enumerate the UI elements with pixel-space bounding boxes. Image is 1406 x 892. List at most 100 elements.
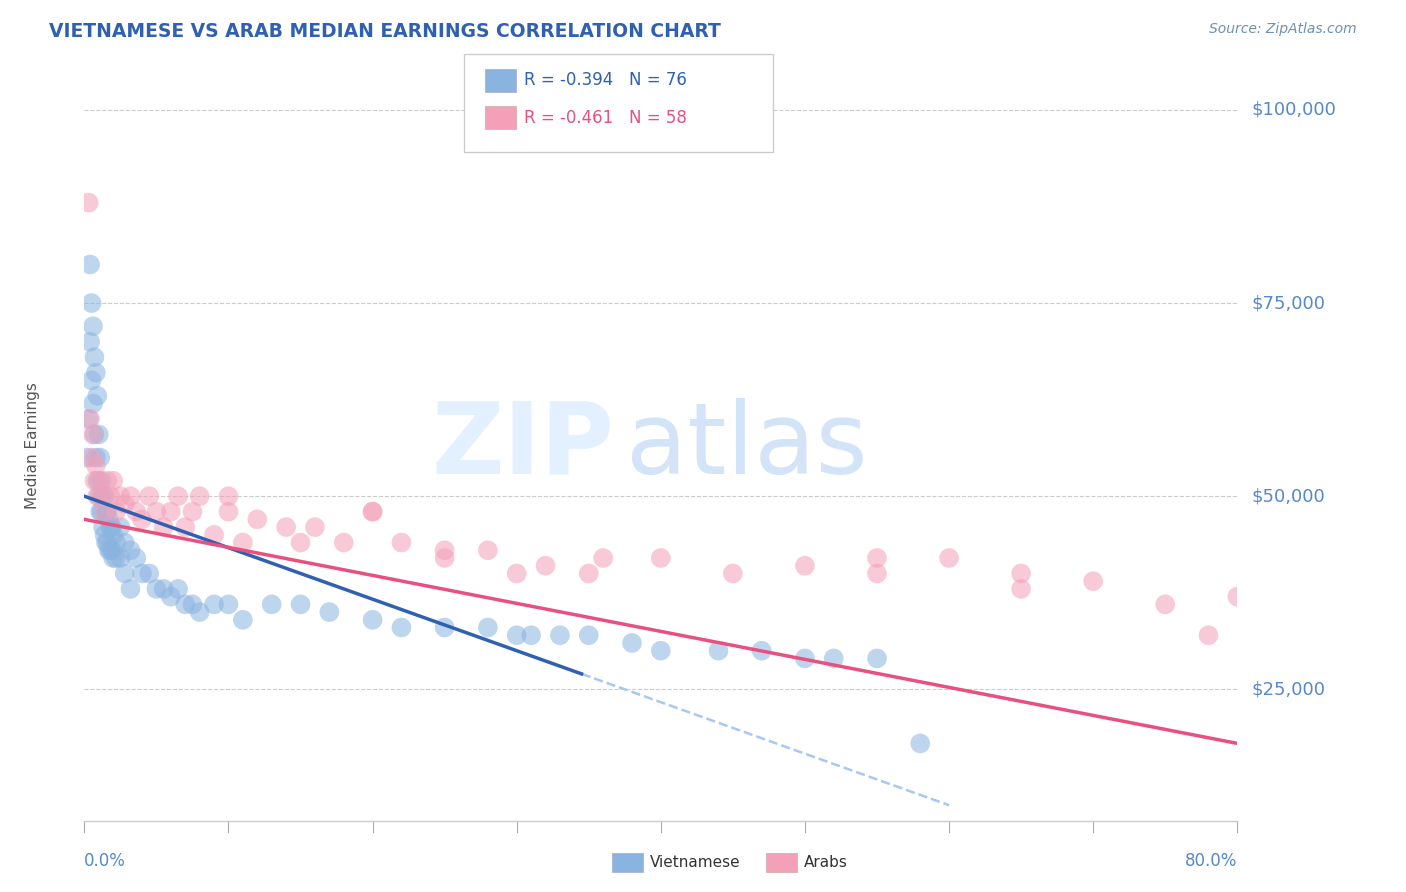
Point [218,505,240,519]
Point [1198,628,1220,642]
Point [152,582,174,596]
Point [145,582,167,596]
Point [181,598,204,612]
Text: Median Earnings: Median Earnings [25,383,39,509]
Point [83,350,105,364]
Point [520,628,543,642]
Point [823,651,845,665]
Point [174,520,197,534]
Point [91,520,114,534]
Point [506,628,529,642]
Point [391,621,413,635]
Point [80,373,103,387]
Point [79,334,101,349]
Text: 0.0%: 0.0% [84,852,127,870]
Point [290,598,312,612]
Point [181,505,204,519]
Point [361,613,384,627]
Point [87,427,110,442]
Point [82,427,104,442]
Point [84,366,107,380]
Point [361,505,384,519]
Point [167,489,190,503]
Point [548,628,571,642]
Point [100,520,122,534]
Point [90,474,112,488]
Point [477,621,499,635]
Point [1010,566,1032,581]
Point [318,605,340,619]
Point [94,505,117,519]
Point [145,505,167,519]
Point [650,551,672,566]
Text: $50,000: $50,000 [1251,487,1324,505]
Point [91,489,114,503]
Point [84,450,107,465]
Point [202,528,225,542]
Point [110,551,132,566]
Text: ZIP: ZIP [432,398,614,494]
Point [160,590,183,604]
Point [80,296,103,310]
Point [90,505,112,519]
Point [98,489,121,503]
Point [103,528,124,542]
Point [93,528,115,542]
Point [276,520,298,534]
Text: Arabs: Arabs [804,855,848,870]
Point [534,558,557,573]
Point [89,450,111,465]
Point [93,489,115,503]
Text: $25,000: $25,000 [1251,681,1324,698]
Text: R = -0.461   N = 58: R = -0.461 N = 58 [524,109,688,127]
Point [160,505,183,519]
Text: Vietnamese: Vietnamese [650,855,740,870]
Point [138,489,160,503]
Point [1010,582,1032,596]
Point [79,257,101,271]
Text: VIETNAMESE VS ARAB MEDIAN EARNINGS CORRELATION CHART: VIETNAMESE VS ARAB MEDIAN EARNINGS CORRE… [49,22,721,41]
Point [120,489,142,503]
Point [94,535,117,549]
Text: Source: ZipAtlas.com: Source: ZipAtlas.com [1209,22,1357,37]
Point [120,582,142,596]
Point [131,512,153,526]
Point [97,543,120,558]
Point [910,736,932,750]
Text: atlas: atlas [626,398,868,494]
Point [77,412,100,426]
Point [76,450,98,465]
Point [98,520,121,534]
Point [794,558,817,573]
Point [86,389,108,403]
Point [79,412,101,426]
Point [578,628,600,642]
Point [188,605,211,619]
Point [232,535,254,549]
Point [86,474,108,488]
Point [290,535,312,549]
Point [866,651,889,665]
Point [98,543,121,558]
Point [794,651,817,665]
Point [592,551,614,566]
Point [1083,574,1105,589]
Point [131,566,153,581]
Point [621,636,644,650]
Point [90,489,112,503]
Point [84,458,107,473]
Point [361,505,384,519]
Point [103,474,124,488]
Point [433,543,456,558]
Point [866,551,889,566]
Point [96,474,118,488]
Text: 80.0%: 80.0% [1185,852,1237,870]
Point [866,566,889,581]
Point [232,613,254,627]
Point [751,643,773,657]
Point [82,319,104,334]
Point [83,474,105,488]
Point [93,505,115,519]
Text: $100,000: $100,000 [1251,101,1336,119]
Point [246,512,269,526]
